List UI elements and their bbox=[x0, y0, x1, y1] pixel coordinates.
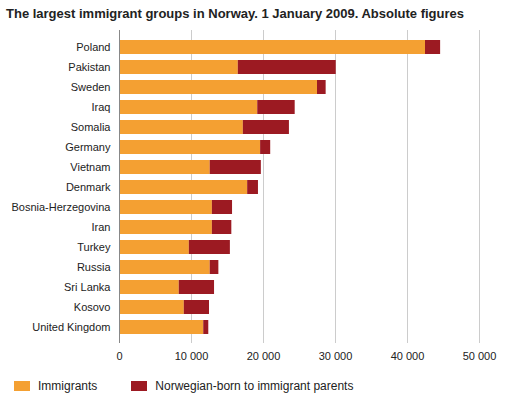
svg-text:10 000: 10 000 bbox=[175, 350, 209, 362]
svg-text:United Kingdom: United Kingdom bbox=[32, 321, 110, 333]
svg-text:Germany: Germany bbox=[65, 141, 111, 153]
svg-text:Russia: Russia bbox=[77, 261, 112, 273]
svg-text:Sri Lanka: Sri Lanka bbox=[64, 281, 111, 293]
svg-text:Turkey: Turkey bbox=[77, 241, 111, 253]
svg-text:Pakistan: Pakistan bbox=[68, 61, 110, 73]
svg-text:Kosovo: Kosovo bbox=[74, 301, 111, 313]
svg-text:Iran: Iran bbox=[92, 221, 111, 233]
svg-text:0: 0 bbox=[116, 350, 122, 362]
svg-text:20 000: 20 000 bbox=[247, 350, 281, 362]
svg-text:Bosnia-Herzegovina: Bosnia-Herzegovina bbox=[11, 201, 111, 213]
svg-text:Denmark: Denmark bbox=[66, 181, 111, 193]
svg-text:50 000: 50 000 bbox=[463, 350, 497, 362]
svg-text:40 000: 40 000 bbox=[391, 350, 425, 362]
html-text:The largest immigrant groups i: The largest immigrant groups in Norway. … bbox=[6, 6, 464, 21]
html-text:Immigrants: Immigrants bbox=[38, 379, 98, 393]
svg-text:Vietnam: Vietnam bbox=[70, 161, 110, 173]
svg-text:Poland: Poland bbox=[76, 41, 110, 53]
html-text:Norwegian-born to immigrant pa: Norwegian-born to immigrant parents bbox=[155, 379, 354, 393]
svg-text:Sweden: Sweden bbox=[71, 81, 111, 93]
svg-text:30 000: 30 000 bbox=[319, 350, 353, 362]
svg-text:Somalia: Somalia bbox=[71, 121, 112, 133]
svg-text:Iraq: Iraq bbox=[92, 101, 111, 113]
